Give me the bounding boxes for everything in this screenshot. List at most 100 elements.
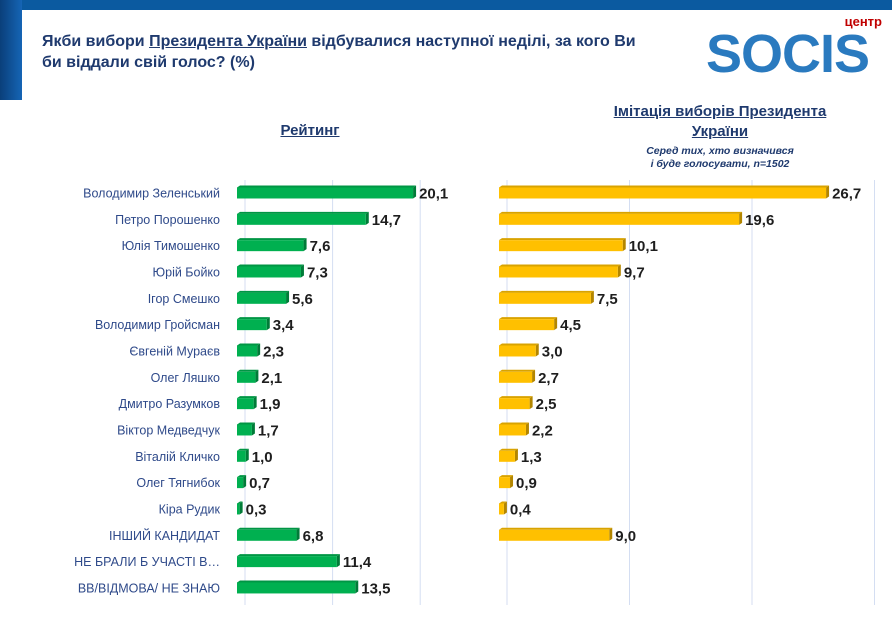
category-label: Володимир Гройсман [95,318,220,332]
bar [237,582,356,594]
bar-side [590,290,594,304]
data-label: 11,4 [343,554,372,571]
bar-top [499,501,507,504]
bar-top [499,422,529,425]
bar-top [499,238,626,241]
data-label: 19,6 [745,212,774,229]
bar-top [237,475,247,478]
bar-top [499,527,613,530]
bar [499,450,515,462]
bar-top [499,475,514,478]
bar-top [237,211,369,214]
data-label: 2,7 [538,370,559,387]
bar [237,319,267,331]
left-chart-title: Рейтинг [280,122,340,139]
bar-side [510,475,514,489]
bar-top [237,422,255,425]
bar-side [257,343,261,357]
bar-top [237,290,290,293]
data-label: 2,5 [536,396,557,413]
bar [237,398,254,410]
category-label: Кіра Рудик [159,502,221,516]
category-label: ВВ/ВІДМОВА/ НЕ ЗНАЮ [78,581,221,595]
data-label: 20,1 [419,186,448,203]
data-label: 4,5 [560,317,581,334]
bar-top [499,211,743,214]
bar [237,266,301,278]
bar-side [739,211,743,225]
bar [237,503,240,515]
data-label: 1,0 [252,449,273,466]
bar-side [243,475,247,489]
data-label: 5,6 [292,291,313,308]
bar-top [499,317,558,320]
logo-small-text: центр [844,14,882,29]
category-label: Ігор Смешко [148,292,220,306]
category-label: Євгеній Мураєв [129,344,220,358]
bar-top [237,554,340,557]
bar [499,319,555,331]
category-label: Юлія Тимошенко [122,239,220,253]
bar [499,398,530,410]
bar-top [499,185,830,188]
data-label: 9,7 [624,264,645,281]
bar-side [355,580,359,594]
page-title: Якби вибори Президента України відбували… [42,33,636,71]
data-label: 2,3 [263,343,284,360]
bar-side [296,527,300,541]
bar-top [499,369,536,372]
category-label: ІНШИЙ КАНДИДАТ [109,528,220,543]
data-label: 2,1 [261,370,282,387]
bar [499,503,504,515]
bar [499,345,536,357]
bar-top [237,317,270,320]
title-link: Президента України [149,33,307,50]
data-label: 3,0 [542,343,563,360]
data-label: 3,4 [273,317,295,334]
data-label: 13,5 [361,580,390,597]
category-label: Дмитро Разумков [119,397,221,411]
data-label: 9,0 [615,528,636,545]
category-label: НЕ БРАЛИ Б УЧАСТІ В… [74,555,220,569]
bar-side [266,317,270,331]
bar-top [237,369,259,372]
category-label: Петро Порошенко [115,213,220,227]
bar-top [237,448,249,451]
bar [237,292,287,304]
category-label: Юрій Бойко [152,265,220,279]
data-label: 0,9 [516,475,537,492]
bar-side [826,185,830,199]
bar [499,529,610,541]
data-label: 6,8 [303,528,324,545]
bar-side [239,501,243,515]
data-label: 0,7 [249,475,270,492]
bar [499,424,526,436]
bar [237,187,414,199]
bar-side [525,422,529,436]
bar-side [503,501,507,515]
data-label: 0,4 [510,501,532,518]
bar-top [499,448,518,451]
bar [237,529,297,541]
logo-word: SOCIS [706,24,870,84]
bar-side [529,396,533,410]
top-bar [0,0,892,10]
bar-top [237,501,243,504]
bar-side [286,290,290,304]
right-chart-subtitle: Серед тих, хто визначився і буде голосува… [646,145,794,170]
bar-side [365,211,369,225]
bar [237,371,256,383]
bar-top [237,185,417,188]
bar-top [237,580,359,583]
bar [499,187,827,199]
data-label: 1,3 [521,449,542,466]
data-label: 1,9 [260,396,281,413]
bar [499,266,618,278]
bar-side [303,238,307,252]
socis-logo: центр SOCIS [700,14,890,84]
data-label: 1,7 [258,422,279,439]
data-label: 2,2 [532,422,553,439]
category-label: Олег Тягнибок [136,476,220,490]
side-strip [0,0,22,100]
